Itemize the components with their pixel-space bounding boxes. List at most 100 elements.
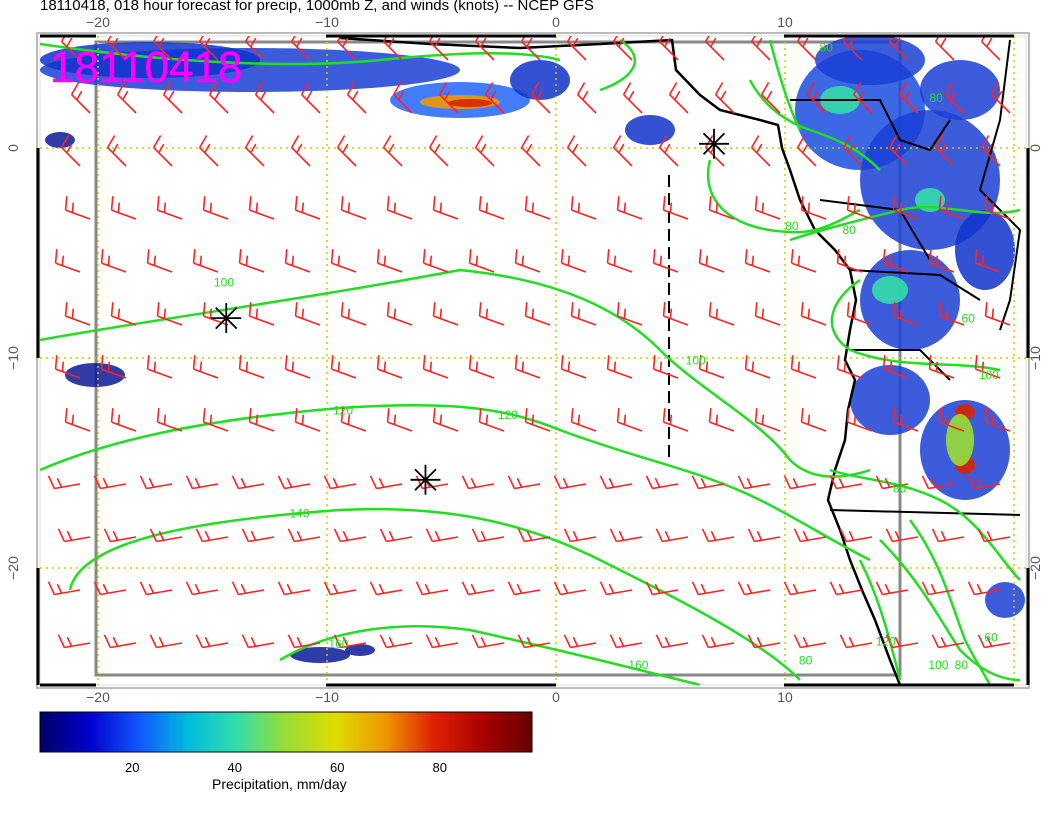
barb-flag xyxy=(238,249,242,264)
barb-staff xyxy=(744,589,771,596)
barb-flag xyxy=(231,475,240,489)
barb-flag xyxy=(336,135,346,149)
wind-barb xyxy=(438,82,459,114)
wind-barb xyxy=(698,249,725,273)
wind-barb xyxy=(287,528,321,543)
barb-flag xyxy=(996,90,1003,101)
barb-flag xyxy=(439,308,443,319)
barb-flag xyxy=(746,477,753,488)
barb-staff xyxy=(111,315,137,326)
wind-barb xyxy=(560,249,587,273)
wind-barb xyxy=(783,581,817,596)
barb-staff xyxy=(938,642,965,649)
barb-flag xyxy=(347,202,351,213)
barb-staff xyxy=(475,147,495,167)
barb-flag xyxy=(846,302,850,317)
contour-line xyxy=(829,468,1021,581)
wind-barb xyxy=(563,528,597,543)
barb-flag xyxy=(255,202,259,213)
barb-flag xyxy=(570,196,574,211)
wind-barb xyxy=(747,528,781,543)
contour-label: 80 xyxy=(893,481,907,495)
barb-flag xyxy=(333,634,342,648)
barb-staff xyxy=(111,209,137,220)
wind-barb xyxy=(517,528,551,543)
wind-barb xyxy=(156,408,183,432)
barb-flag xyxy=(153,255,157,266)
barb-flag xyxy=(980,36,986,43)
barb-flag xyxy=(986,530,993,541)
wind-barb xyxy=(609,528,643,543)
barb-staff xyxy=(199,41,219,61)
barb-flag xyxy=(393,308,397,319)
barb-flag xyxy=(618,37,625,48)
barb-flag xyxy=(296,37,303,48)
wind-barb xyxy=(386,302,413,326)
barb-flag xyxy=(853,308,857,319)
wind-barb xyxy=(284,249,311,273)
barb-flag xyxy=(931,528,940,542)
barb-flag xyxy=(468,249,472,264)
wind-barb xyxy=(106,135,127,167)
barb-flag xyxy=(490,90,497,101)
barb-flag xyxy=(858,90,865,101)
barb-staff xyxy=(61,41,81,61)
barb-staff xyxy=(192,589,219,596)
barb-staff xyxy=(432,642,459,649)
barb-flag xyxy=(66,530,73,541)
barb-staff xyxy=(807,94,827,114)
barb-staff xyxy=(54,483,81,490)
barb-flag xyxy=(485,414,489,425)
barb-flag xyxy=(110,196,114,211)
barb-staff xyxy=(147,368,173,379)
barb-flag xyxy=(576,82,586,96)
barb-flag xyxy=(986,143,993,154)
barb-flag xyxy=(393,414,397,425)
barb-staff xyxy=(479,209,505,220)
barb-flag xyxy=(429,255,433,266)
barb-staff xyxy=(248,642,275,649)
barb-flag xyxy=(616,196,620,211)
precip-area xyxy=(850,365,930,435)
barb-staff xyxy=(623,94,643,114)
wind-barb xyxy=(612,36,633,61)
barb-flag xyxy=(240,583,247,594)
barb-flag xyxy=(422,249,426,264)
barb-flag xyxy=(930,477,937,488)
wind-barb xyxy=(796,36,817,61)
wind-barb xyxy=(238,249,265,273)
wind-barb xyxy=(563,634,597,649)
wind-barb xyxy=(974,355,1001,379)
barb-staff xyxy=(837,368,863,379)
barb-flag xyxy=(894,37,901,48)
barb-flag xyxy=(526,636,533,647)
barb-staff xyxy=(478,642,505,649)
barb-staff xyxy=(744,483,771,490)
barb-staff xyxy=(790,483,817,490)
wind-barb xyxy=(839,528,873,543)
barb-flag xyxy=(428,36,434,43)
wind-barb xyxy=(754,302,781,326)
colorbar-tick-label: 80 xyxy=(433,760,447,775)
barb-flag xyxy=(149,528,158,542)
barb-flag xyxy=(340,408,344,423)
barb-flag xyxy=(158,37,165,48)
barb-flag xyxy=(415,475,424,489)
wind-barb xyxy=(616,196,643,220)
wind-barb xyxy=(668,82,689,114)
wind-barb xyxy=(984,302,1011,326)
wind-barb xyxy=(645,581,679,596)
barb-flag xyxy=(54,355,58,370)
barb-staff xyxy=(341,315,367,326)
barb-flag xyxy=(807,308,811,319)
barb-flag xyxy=(622,82,632,96)
wind-barb xyxy=(139,475,173,490)
barb-flag xyxy=(616,408,620,423)
barb-flag xyxy=(921,475,930,489)
barb-flag xyxy=(645,581,654,595)
barb-staff xyxy=(478,536,505,543)
wind-barb xyxy=(898,82,919,114)
barb-flag xyxy=(103,634,112,648)
barb-flag xyxy=(439,202,443,213)
barb-flag xyxy=(708,408,712,423)
